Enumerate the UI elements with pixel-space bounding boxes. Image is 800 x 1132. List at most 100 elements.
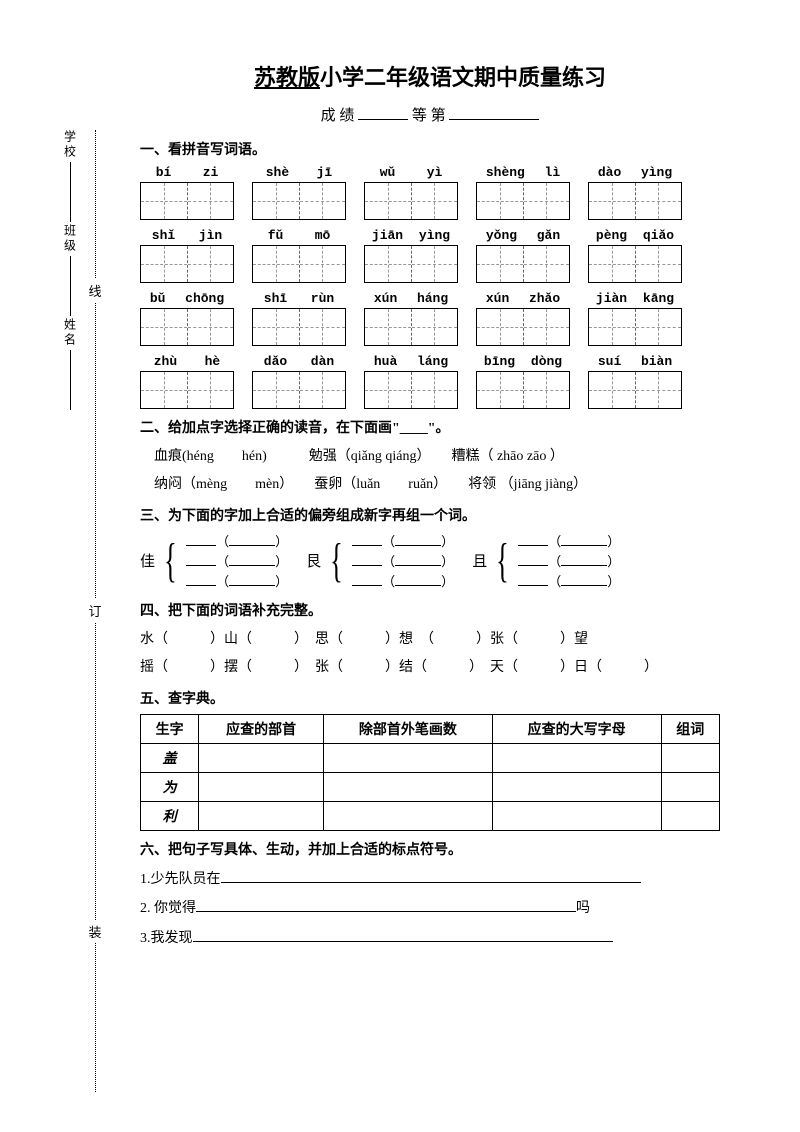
tianzige-cell[interactable] [365,372,412,408]
tianzige-cell[interactable] [589,372,636,408]
q5-blank-cell[interactable] [199,773,324,802]
tianzige-cell[interactable] [253,372,300,408]
brace-icon: { [330,537,343,585]
pinyin-syllable: hè [205,354,221,369]
tianzige-cell[interactable] [300,372,346,408]
q5-blank-cell[interactable] [199,802,324,831]
tianzige-box[interactable] [588,308,682,346]
q5-blank-cell[interactable] [199,744,324,773]
tianzige-cell[interactable] [253,246,300,282]
q3-line[interactable]: （） [186,571,288,590]
tianzige-cell[interactable] [365,246,412,282]
tianzige-cell[interactable] [188,246,234,282]
tianzige-cell[interactable] [141,372,188,408]
tianzige-box[interactable] [140,245,234,283]
tianzige-cell[interactable] [253,183,300,219]
table-row: 为 [141,773,720,802]
tianzige-box[interactable] [476,245,570,283]
pinyin-syllable: dào [598,165,621,180]
tianzige-cell[interactable] [300,183,346,219]
q5-blank-cell[interactable] [492,802,661,831]
q5-blank-cell[interactable] [323,773,492,802]
tianzige-box[interactable] [364,245,458,283]
q5-header-cell: 除部首外笔画数 [323,715,492,744]
q3-line[interactable]: （） [518,551,620,570]
q3-line[interactable]: （） [186,551,288,570]
q3-line[interactable]: （） [352,551,454,570]
q5-blank-cell[interactable] [661,802,719,831]
tianzige-cell[interactable] [300,246,346,282]
tianzige-cell[interactable] [412,183,458,219]
tianzige-cell[interactable] [589,246,636,282]
q5-blank-cell[interactable] [492,744,661,773]
tianzige-cell[interactable] [141,183,188,219]
tianzige-cell[interactable] [636,309,682,345]
tianzige-cell[interactable] [524,309,570,345]
q5-blank-cell[interactable] [492,773,661,802]
tianzige-cell[interactable] [636,372,682,408]
q5-blank-cell[interactable] [323,802,492,831]
tianzige-cell[interactable] [188,183,234,219]
pinyin-label: bǔchōng [140,291,234,306]
tianzige-cell[interactable] [477,183,524,219]
tianzige-cell[interactable] [524,246,570,282]
table-row: 利 [141,802,720,831]
pinyin-label: fǔmō [252,228,346,243]
tianzige-cell[interactable] [477,309,524,345]
tianzige-cell[interactable] [188,372,234,408]
q3-line[interactable]: （） [518,531,620,550]
tianzige-cell[interactable] [524,372,570,408]
tianzige-box[interactable] [252,308,346,346]
tianzige-cell[interactable] [188,309,234,345]
pinyin-item: suíbiàn [588,354,682,409]
tianzige-cell[interactable] [477,246,524,282]
score-blank-1[interactable] [358,106,408,120]
q5-char-cell: 为 [141,773,199,802]
tianzige-box[interactable] [252,371,346,409]
tianzige-cell[interactable] [365,309,412,345]
tianzige-cell[interactable] [253,309,300,345]
tianzige-box[interactable] [588,182,682,220]
tianzige-box[interactable] [252,245,346,283]
pinyin-syllable: mō [315,228,331,243]
tianzige-box[interactable] [588,371,682,409]
q3-line[interactable]: （） [352,531,454,550]
q5-blank-cell[interactable] [661,744,719,773]
tianzige-box[interactable] [140,182,234,220]
tianzige-cell[interactable] [412,246,458,282]
tianzige-box[interactable] [364,182,458,220]
tianzige-box[interactable] [140,371,234,409]
tianzige-box[interactable] [476,182,570,220]
tianzige-box[interactable] [476,308,570,346]
q3-line[interactable]: （） [352,571,454,590]
tianzige-box[interactable] [364,308,458,346]
q3-line[interactable]: （） [518,571,620,590]
tianzige-cell[interactable] [300,309,346,345]
tianzige-cell[interactable] [524,183,570,219]
q6-blank[interactable] [196,900,576,912]
q5-char-cell: 利 [141,802,199,831]
q5-blank-cell[interactable] [323,744,492,773]
tianzige-box[interactable] [252,182,346,220]
q5-blank-cell[interactable] [661,773,719,802]
q6-blank[interactable] [193,930,613,942]
tianzige-cell[interactable] [141,309,188,345]
tianzige-cell[interactable] [636,246,682,282]
pinyin-item: bízi [140,165,234,220]
tianzige-cell[interactable] [365,183,412,219]
score-blank-2[interactable] [449,106,539,120]
tianzige-box[interactable] [476,371,570,409]
tianzige-cell[interactable] [636,183,682,219]
pinyin-syllable: qiǎo [643,228,674,243]
q3-line[interactable]: （） [186,531,288,550]
tianzige-cell[interactable] [141,246,188,282]
tianzige-cell[interactable] [589,309,636,345]
tianzige-box[interactable] [140,308,234,346]
tianzige-box[interactable] [364,371,458,409]
q6-blank[interactable] [221,871,641,883]
tianzige-cell[interactable] [477,372,524,408]
tianzige-cell[interactable] [412,309,458,345]
tianzige-box[interactable] [588,245,682,283]
tianzige-cell[interactable] [412,372,458,408]
tianzige-cell[interactable] [589,183,636,219]
